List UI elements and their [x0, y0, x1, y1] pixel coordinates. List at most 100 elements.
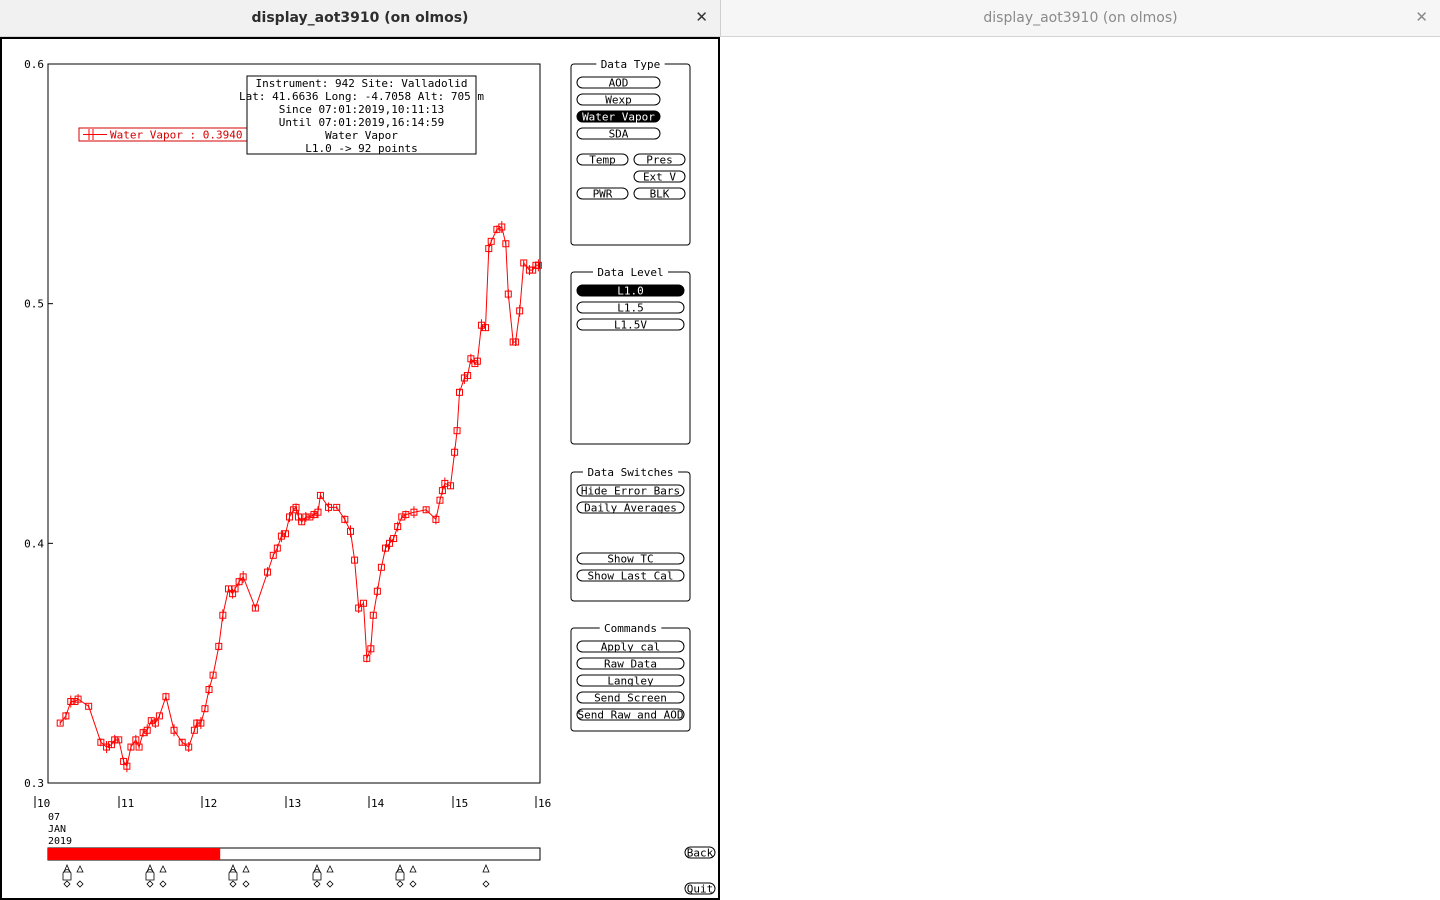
- triangle-marker: [76, 865, 84, 873]
- apply-cal-button[interactable]: Apply cal: [576, 640, 685, 654]
- data-point: [231, 585, 239, 593]
- button-shape: [576, 657, 685, 670]
- triangle-marker: [326, 865, 334, 873]
- diamond-marker: [313, 880, 321, 888]
- data-point: [471, 360, 479, 368]
- ext-v-button[interactable]: Ext V: [633, 170, 686, 184]
- button-shape: [576, 93, 661, 106]
- button-shape: [576, 76, 661, 89]
- send-screen-button[interactable]: Send Screen: [576, 691, 685, 705]
- triangle-marker: [146, 863, 154, 873]
- data-point: [115, 736, 123, 744]
- button-shape: [576, 127, 661, 140]
- pwr-button[interactable]: PWR: [576, 187, 629, 201]
- window-title: display_aot3910 (on olmos): [251, 10, 469, 26]
- data-point: [451, 448, 459, 456]
- button-label: Send Screen: [594, 692, 667, 705]
- level-l10-button[interactable]: L1.0: [576, 284, 685, 298]
- quit-button[interactable]: Quit: [684, 882, 716, 896]
- data-point: [504, 290, 512, 298]
- raw-data-button[interactable]: Raw Data: [576, 657, 685, 671]
- button-label: L1.5V: [614, 319, 647, 332]
- daily-averages-button[interactable]: Daily Averages: [576, 501, 685, 515]
- data-point: [162, 693, 170, 701]
- data-point: [455, 388, 463, 396]
- button-label: Back: [687, 847, 714, 860]
- data-point: [139, 729, 147, 737]
- data-point: [402, 511, 410, 519]
- show-tc-button[interactable]: Show TC: [576, 552, 685, 566]
- data-point: [286, 513, 294, 521]
- langley-button[interactable]: Langley: [576, 674, 685, 688]
- button-label: Hide Error Bars: [581, 485, 680, 498]
- button-label: L1.0: [617, 285, 644, 298]
- data-point: [422, 506, 430, 514]
- bullet-marker: [62, 869, 72, 881]
- button-shape: [576, 674, 685, 687]
- level-l15-button[interactable]: L1.5: [576, 301, 685, 315]
- data-type-water-vapor-button[interactable]: Water Vapor: [576, 110, 661, 124]
- titlebar-left[interactable]: display_aot3910 (on olmos) ✕: [0, 0, 720, 37]
- data-point: [178, 738, 186, 746]
- diamond-marker: [159, 880, 167, 888]
- data-type-aod-button[interactable]: AOD: [576, 76, 661, 90]
- close-icon[interactable]: ✕: [1415, 8, 1428, 26]
- data-point: [473, 357, 481, 365]
- pres-button[interactable]: Pres: [633, 153, 686, 167]
- data-point: [56, 719, 64, 727]
- data-point: [325, 503, 333, 511]
- hide-error-bars-button[interactable]: Hide Error Bars: [576, 484, 685, 498]
- bullet-marker: [395, 869, 405, 881]
- button-shape: [576, 501, 685, 514]
- button-label: Quit: [687, 883, 714, 896]
- data-type-wexp-button[interactable]: Wexp: [576, 93, 661, 107]
- data-point: [485, 245, 493, 253]
- close-icon[interactable]: ✕: [695, 8, 708, 26]
- data-point: [103, 743, 111, 751]
- data-point: [269, 551, 277, 559]
- diamond-marker: [242, 880, 250, 888]
- data-point: [277, 532, 285, 540]
- button-label: Apply cal: [601, 641, 661, 654]
- button-shape: [633, 170, 686, 183]
- button-shape: [576, 284, 685, 297]
- show-last-cal-button[interactable]: Show Last Cal: [576, 569, 685, 583]
- send-raw-and-aod-button[interactable]: Send Raw and AOD: [576, 708, 685, 722]
- series-line: [59, 226, 539, 768]
- data-point: [193, 719, 201, 727]
- data-point: [235, 578, 243, 586]
- titlebar-right[interactable]: display_aot3910 (on olmos) ✕: [720, 0, 1440, 37]
- data-point: [351, 556, 359, 564]
- level-l15v-button[interactable]: L1.5V: [576, 318, 685, 332]
- triangle-marker: [242, 865, 250, 873]
- data-point: [209, 671, 217, 679]
- back-button[interactable]: Back: [684, 846, 716, 860]
- bullet-marker: [145, 869, 155, 881]
- data-point: [306, 513, 314, 521]
- temp-button[interactable]: Temp: [576, 153, 629, 167]
- blk-button[interactable]: BLK: [633, 187, 686, 201]
- data-point: [453, 427, 461, 435]
- button-shape: [576, 187, 629, 200]
- data-point: [62, 712, 70, 720]
- x-tick-label: 12: [204, 797, 217, 810]
- diamond-marker: [146, 880, 154, 888]
- button-label: Daily Averages: [584, 502, 677, 515]
- info-line2: Lat: 41.6636 Long: -4.7058 Alt: 705 m: [239, 90, 484, 103]
- data-point: [316, 491, 324, 499]
- diamond-marker: [409, 880, 417, 888]
- button-label: Pres: [646, 154, 673, 167]
- x-tick-label: 13: [288, 797, 301, 810]
- button-shape: [576, 569, 685, 582]
- triangle-marker: [229, 863, 237, 873]
- group-title-bg: [596, 58, 665, 70]
- button-label: Show TC: [607, 553, 653, 566]
- data-point: [487, 237, 495, 245]
- x-tick-label: 15: [455, 797, 468, 810]
- data-point: [520, 259, 528, 267]
- data-type-sda-button[interactable]: SDA: [576, 127, 661, 141]
- data-point: [85, 702, 93, 710]
- info-line4: Until 07:01:2019,16:14:59: [279, 116, 445, 129]
- data-point: [215, 642, 223, 650]
- button-label: Temp: [589, 154, 616, 167]
